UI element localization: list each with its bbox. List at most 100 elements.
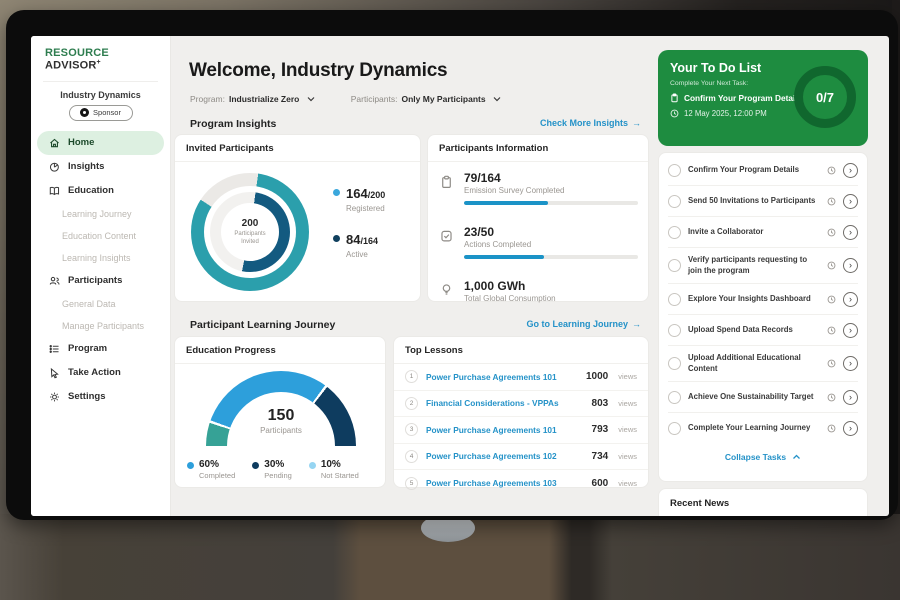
sidebar-item-learning-insights[interactable]: Learning Insights	[31, 247, 170, 269]
task-row[interactable]: Upload Spend Data Records ›	[668, 315, 858, 346]
monitor-bezel: RESOURCE ADVISOR+ Industry Dynamics Spon…	[6, 10, 898, 520]
task-row[interactable]: Invite a Collaborator ›	[668, 217, 858, 248]
sidebar-item-education-content[interactable]: Education Content	[31, 225, 170, 247]
stat-label: Total Global Consumption	[464, 294, 636, 303]
task-checkbox[interactable]	[668, 164, 681, 177]
task-row[interactable]: Verify participants requesting to join t…	[668, 248, 858, 284]
sidebar-item-insights[interactable]: Insights	[37, 155, 164, 179]
task-label: Explore Your Insights Dashboard	[688, 294, 820, 305]
chevron-right-icon[interactable]: ›	[843, 258, 858, 273]
sidebar-item-label: Insights	[68, 161, 104, 172]
gauge-center-label: Participants	[206, 426, 356, 435]
clock-icon	[827, 228, 836, 237]
task-checkbox[interactable]	[668, 293, 681, 306]
sidebar-item-learning-journey[interactable]: Learning Journey	[31, 203, 170, 225]
gear-icon	[49, 391, 60, 403]
legend-label: Registered	[346, 204, 385, 213]
chevron-right-icon[interactable]: ›	[843, 421, 858, 436]
logo-secondary: ADVISOR	[45, 60, 97, 72]
sidebar-item-label: Learning Journey	[62, 209, 132, 219]
lesson-row[interactable]: 3 Power Purchase Agreements 101 793views	[394, 417, 648, 444]
book-icon	[49, 185, 60, 197]
task-row[interactable]: Send 50 Invitations to Participants ›	[668, 186, 858, 217]
task-row[interactable]: Achieve One Sustainability Target ›	[668, 382, 858, 413]
organization-name: Industry Dynamics	[31, 90, 170, 100]
task-row[interactable]: Explore Your Insights Dashboard ›	[668, 284, 858, 315]
task-row[interactable]: Upload Additional Educational Content ›	[668, 346, 858, 382]
legend-label: Active	[346, 250, 385, 259]
sidebar-nav: Home Insights Education Learning Journey…	[31, 131, 170, 409]
lesson-title-link[interactable]: Financial Considerations - VPPAs	[426, 398, 584, 408]
sidebar-item-take-action[interactable]: Take Action	[37, 361, 164, 385]
rank-badge: 1	[405, 370, 418, 383]
sidebar-item-label: Settings	[68, 391, 105, 402]
clock-icon	[827, 393, 836, 402]
clock-icon	[827, 359, 836, 368]
chevron-right-icon[interactable]: ›	[843, 390, 858, 405]
program-select[interactable]: Program:Industrialize Zero	[190, 94, 315, 104]
cursor-action-icon	[49, 367, 60, 379]
task-checkbox[interactable]	[668, 226, 681, 239]
stat-value: 23/50	[464, 225, 636, 239]
sidebar-item-education[interactable]: Education	[37, 179, 164, 203]
chevron-right-icon[interactable]: ›	[843, 163, 858, 178]
sidebar-item-settings[interactable]: Settings	[37, 385, 164, 409]
lesson-title-link[interactable]: Power Purchase Agreements 101	[426, 425, 584, 435]
sidebar-item-program[interactable]: Program	[37, 337, 164, 361]
card-title: Education Progress	[175, 337, 385, 364]
collapse-tasks-link[interactable]: Collapse Tasks	[668, 444, 858, 466]
task-checkbox[interactable]	[668, 324, 681, 337]
participants-select[interactable]: Participants:Only My Participants	[351, 94, 501, 104]
task-checkbox[interactable]	[668, 195, 681, 208]
task-row[interactable]: Complete Your Learning Journey ›	[668, 413, 858, 444]
sponsor-badge: Sponsor	[69, 105, 133, 121]
sidebar-item-participants[interactable]: Participants	[37, 269, 164, 293]
legend-dot	[309, 462, 316, 469]
task-label: Upload Additional Educational Content	[688, 353, 820, 374]
legend-item-completed: 60% Completed	[187, 459, 235, 480]
chevron-right-icon[interactable]: ›	[843, 356, 858, 371]
list-icon	[49, 343, 60, 355]
link-label: Check More Insights	[540, 118, 628, 128]
task-checkbox[interactable]	[668, 422, 681, 435]
task-label: Achieve One Sustainability Target	[688, 392, 820, 403]
program-insights-heading: Program Insights	[190, 118, 276, 130]
progress-track	[464, 255, 638, 259]
task-checkbox[interactable]	[668, 259, 681, 272]
lesson-row[interactable]: 4 Power Purchase Agreements 102 734views	[394, 444, 648, 471]
rank-badge: 4	[405, 450, 418, 463]
divider	[43, 81, 158, 82]
card-title: Invited Participants	[175, 135, 420, 162]
sidebar: RESOURCE ADVISOR+ Industry Dynamics Spon…	[31, 36, 171, 516]
lesson-row[interactable]: 1 Power Purchase Agreements 101 1000view…	[394, 364, 648, 391]
lesson-row[interactable]: 5 Power Purchase Agreements 103 600views	[394, 470, 648, 497]
lesson-title-link[interactable]: Power Purchase Agreements 102	[426, 451, 584, 461]
chevron-right-icon[interactable]: ›	[843, 225, 858, 240]
sidebar-item-label: Take Action	[68, 367, 121, 378]
chevron-right-icon[interactable]: ›	[843, 292, 858, 307]
lesson-title-link[interactable]: Power Purchase Agreements 103	[426, 478, 584, 488]
views-count: 1000	[586, 371, 608, 382]
sidebar-item-label: Program	[68, 343, 107, 354]
go-to-learning-journey-link[interactable]: Go to Learning Journey→	[526, 319, 641, 329]
lesson-row[interactable]: 2 Financial Considerations - VPPAs 803vi…	[394, 391, 648, 418]
legend-item-registered: 164/200 Registered	[333, 185, 385, 213]
sidebar-item-home[interactable]: Home	[37, 131, 164, 155]
task-row[interactable]: Confirm Your Program Details ›	[668, 155, 858, 186]
education-progress-card: Education Progress 150 Participants 60% …	[174, 336, 386, 488]
rank-badge: 3	[405, 423, 418, 436]
lesson-title-link[interactable]: Power Purchase Agreements 101	[426, 372, 578, 382]
clock-icon	[827, 424, 836, 433]
clock-icon	[827, 261, 836, 270]
rank-badge: 2	[405, 397, 418, 410]
chevron-right-icon[interactable]: ›	[843, 194, 858, 209]
check-more-insights-link[interactable]: Check More Insights→	[540, 118, 641, 128]
task-checkbox[interactable]	[668, 391, 681, 404]
task-checkbox[interactable]	[668, 357, 681, 370]
sidebar-item-manage-participants[interactable]: Manage Participants	[31, 315, 170, 337]
page-title: Welcome, Industry Dynamics	[189, 60, 447, 82]
sidebar-item-general-data[interactable]: General Data	[31, 293, 170, 315]
legend-item-not-started: 10% Not Started	[309, 459, 359, 480]
chevron-right-icon[interactable]: ›	[843, 323, 858, 338]
donut-center-label: Participants Invited	[228, 231, 272, 247]
